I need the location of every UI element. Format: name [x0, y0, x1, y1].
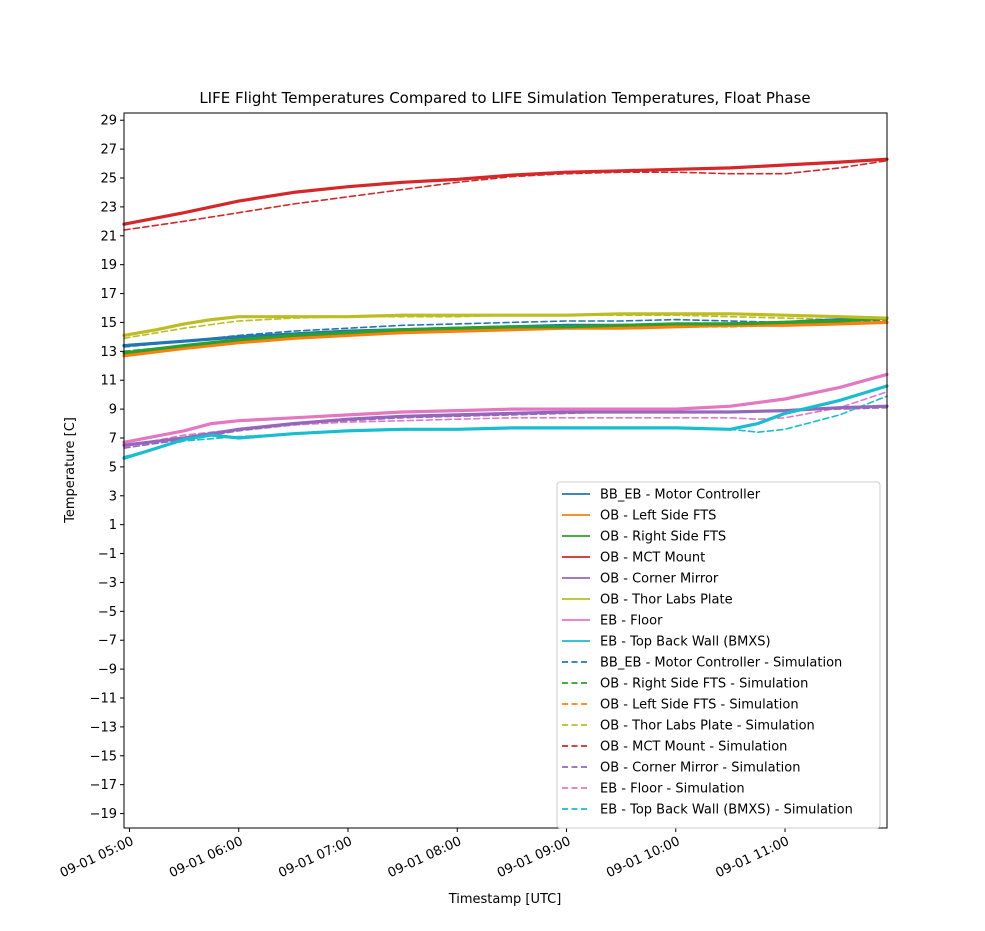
- y-tick-label: 19: [100, 258, 117, 273]
- legend-entry: OB - Right Side FTS - Simulation: [600, 677, 808, 692]
- y-tick-label: 29: [100, 114, 117, 129]
- y-tick-label: −13: [90, 720, 117, 735]
- series-line-3: [122, 157, 889, 226]
- legend-entry: EB - Floor - Simulation: [600, 782, 745, 797]
- x-axis: 09-01 05:00 09-01 06:00 09-01 07:00 09-01 0…: [58, 828, 792, 881]
- plot-area-frame: [123, 112, 888, 829]
- y-tick-label: −5: [98, 605, 117, 620]
- y-tick-label: 27: [100, 143, 117, 158]
- series-line-7: [122, 384, 889, 460]
- series-line-15: [123, 395, 888, 458]
- series-line-5: [122, 312, 889, 337]
- x-tick-label: 09-01 06:00: [167, 834, 245, 881]
- y-tick-label: 11: [100, 374, 117, 389]
- series-line-8: [123, 318, 888, 348]
- legend-entry: OB - MCT Mount - Simulation: [600, 740, 787, 755]
- legend-entry: OB - Right Side FTS: [600, 530, 726, 545]
- y-tick-label: 17: [100, 287, 117, 302]
- legend-entry: BB_EB - Motor Controller: [600, 488, 761, 503]
- series-layer: [122, 157, 889, 460]
- legend-frame: [556, 481, 881, 829]
- y-tick-label: −15: [90, 749, 117, 764]
- y-tick-label: 13: [100, 345, 117, 360]
- series-line-1: [122, 320, 889, 358]
- legend: BB_EB - Motor Controller OB - Left Side F…: [556, 481, 881, 829]
- legend-entry: OB - Left Side FTS: [600, 509, 716, 524]
- series-line-4: [122, 404, 889, 447]
- y-tick-label: −11: [90, 692, 117, 707]
- x-tick-label: 09-01 09:00: [495, 834, 573, 881]
- legend-entry: OB - Corner Mirror: [600, 572, 719, 587]
- y-tick-label: −7: [98, 634, 117, 649]
- legend-entry: OB - Corner Mirror - Simulation: [600, 761, 800, 776]
- y-tick-label: 7: [109, 432, 117, 447]
- y-tick-label: −19: [90, 807, 117, 822]
- y-tick-label: 9: [109, 403, 117, 418]
- legend-entry: EB - Floor: [600, 614, 663, 629]
- legend-entry: OB - Left Side FTS - Simulation: [600, 698, 799, 713]
- x-tick-label: 09-01 07:00: [276, 834, 354, 881]
- series-line-6: [122, 372, 889, 444]
- y-tick-label: 5: [109, 460, 117, 475]
- y-tick-label: 3: [109, 489, 117, 504]
- y-axis: 29 27 25 23 21 19 17 15 13 11 9 7 5 3 1 −1 −3 −5 −7 −9 −11 −1…: [90, 114, 124, 822]
- x-axis-label: Timestamp [UTC]: [448, 892, 562, 907]
- legend-entry: OB - Thor Labs Plate: [600, 593, 733, 608]
- legend-entry: EB - Top Back Wall (BMXS): [600, 635, 771, 650]
- legend-entry: OB - MCT Mount: [600, 551, 705, 566]
- x-tick-label: 09-01 11:00: [713, 834, 791, 881]
- x-tick-label: 09-01 05:00: [58, 834, 136, 881]
- y-tick-label: −1: [98, 547, 117, 562]
- legend-entry: EB - Top Back Wall (BMXS) - Simulation: [600, 803, 853, 818]
- series-line-2: [122, 316, 889, 355]
- legend-entry: OB - Thor Labs Plate - Simulation: [600, 719, 815, 734]
- y-tick-label: −9: [98, 663, 117, 678]
- y-tick-label: 21: [100, 229, 117, 244]
- y-tick-label: 23: [100, 200, 117, 215]
- x-tick-label: 09-01 10:00: [604, 834, 682, 881]
- series-line-12: [123, 159, 888, 231]
- y-tick-label: 25: [100, 172, 117, 187]
- chart-title: LIFE Flight Temperatures Compared to LIF…: [199, 89, 810, 107]
- legend-entry: BB_EB - Motor Controller - Simulation: [600, 656, 842, 671]
- y-tick-label: 1: [109, 518, 117, 533]
- y-tick-label: 15: [100, 316, 117, 331]
- y-tick-label: −17: [90, 778, 117, 793]
- y-tick-label: −3: [98, 576, 117, 591]
- x-tick-label: 09-01 08:00: [386, 834, 464, 881]
- y-axis-label: Temperature [C]: [63, 417, 78, 524]
